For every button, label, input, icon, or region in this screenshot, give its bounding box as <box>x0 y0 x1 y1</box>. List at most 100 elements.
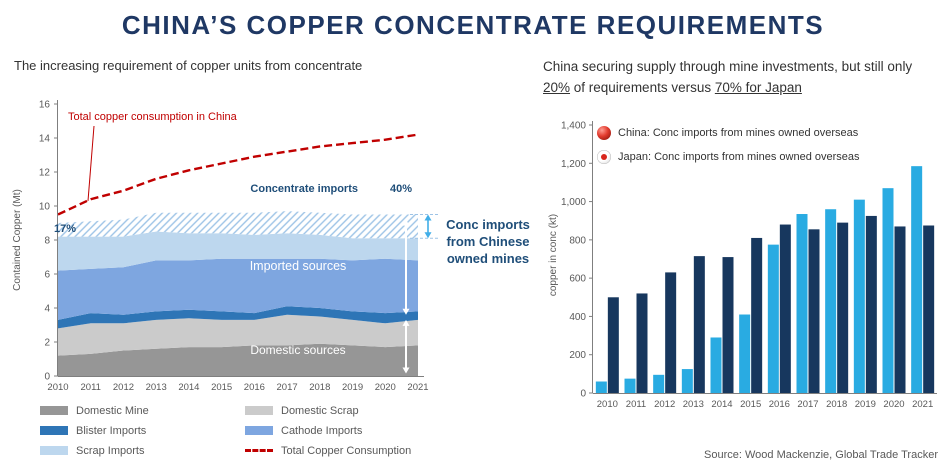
x-tick-label: 2020 <box>375 382 396 393</box>
area-scrap-imports <box>58 231 418 271</box>
bar-china-2010 <box>595 381 607 393</box>
y-tick-label: 8 <box>44 236 50 247</box>
bar-japan-2015 <box>751 237 763 393</box>
y-tick-label: 1,200 <box>561 159 586 170</box>
bar-china-2021 <box>911 166 923 393</box>
conc-imports-arrow-head-down <box>424 232 432 239</box>
area-concentrate-imports <box>58 211 418 239</box>
mine-investments-bar-chart: 0 200 400 600 800 1,000 1,200 1,400 2010 2011 2012… <box>548 121 937 410</box>
china-flag-icon <box>597 126 611 140</box>
imported-sources-arrow-head-down <box>402 308 410 315</box>
legend-label: Cathode Imports <box>281 424 363 437</box>
legend-swatch <box>245 449 273 452</box>
x-tick-label: 2010 <box>597 399 618 410</box>
right-subtitle-line1: China securing supply through mine inves… <box>543 59 913 74</box>
pct-2021-label: 40% <box>390 183 412 195</box>
legend-label: Total Copper Consumption <box>281 444 412 457</box>
x-tick-label: 2014 <box>711 399 732 410</box>
legend-swatch <box>40 446 68 455</box>
x-tick-label: 2020 <box>883 399 904 410</box>
x-tick-label: 2019 <box>342 382 363 393</box>
imported-sources-arrow-head-up <box>402 219 410 226</box>
legend-item-blister-imports: Blister Imports <box>40 422 245 439</box>
bar-china-2011 <box>624 378 636 393</box>
x-tick-label: 2012 <box>654 399 675 410</box>
china-share-pct: 20% <box>543 80 571 95</box>
bar-japan-2010 <box>607 297 619 393</box>
left-y-axis-title: Contained Copper (Mt) <box>12 189 23 291</box>
conc-imports-chinese-mines-label: Conc imports from Chinese owned mines <box>446 217 530 266</box>
domestic-sources-label: Domestic sources <box>250 343 345 357</box>
legend-item-total-copper-consumption: Total Copper Consumption <box>245 442 460 459</box>
bar-china-2013 <box>681 369 693 393</box>
bar-japan-2016 <box>779 224 791 393</box>
x-tick-label: 2018 <box>309 382 330 393</box>
bar-japan-2013 <box>693 256 705 393</box>
legend-swatch <box>245 406 273 415</box>
bar-legend-item-china: China: Conc imports from mines owned ove… <box>597 126 860 140</box>
japan-share-pct: 70% for Japan <box>714 80 802 95</box>
x-tick-label: 2012 <box>113 382 134 393</box>
x-tick-label: 2015 <box>740 399 761 410</box>
total-consumption-line <box>57 133 419 216</box>
bar-legend-label: China: Conc imports from mines owned ove… <box>618 127 859 139</box>
bar-japan-2014 <box>722 257 734 393</box>
x-tick-label: 2021 <box>912 399 933 410</box>
x-tick-label: 2018 <box>826 399 847 410</box>
y-tick-label: 1,400 <box>561 121 586 132</box>
x-tick-label: 2014 <box>178 382 199 393</box>
page-title: CHINA’S COPPER CONCENTRATE REQUIREMENTS <box>121 10 825 40</box>
x-tick-label: 2011 <box>81 382 101 393</box>
y-tick-label: 12 <box>39 168 51 179</box>
conc-imports-arrow-head-up <box>424 214 432 221</box>
bar-japan-2018 <box>837 222 849 393</box>
y-tick-label: 0 <box>580 389 586 400</box>
y-tick-label: 400 <box>569 312 586 323</box>
bar-china-2020 <box>882 188 894 393</box>
right-subtitle-mid: of requirements versus <box>570 80 715 95</box>
bar-japan-2020 <box>894 226 906 393</box>
area-domestic-scrap <box>58 314 418 356</box>
area-domestic-mine <box>58 343 418 376</box>
imported-sources-label: Imported sources <box>250 259 347 273</box>
bar-china-2019 <box>853 199 865 393</box>
legend-swatch <box>40 406 68 415</box>
bar-japan-2021 <box>923 225 935 393</box>
x-tick-label: 2013 <box>146 382 167 393</box>
y-tick-label: 800 <box>569 235 586 246</box>
copper-requirements-area-chart: 0 2 4 6 8 10 12 14 16 2010 2011 2012 2013 2014 2015 201… <box>12 100 440 393</box>
bar-japan-2011 <box>636 293 648 393</box>
x-tick-label: 2011 <box>626 399 646 410</box>
y-tick-label: 200 <box>569 350 586 361</box>
consumption-annotation: Total copper consumption in China <box>68 111 238 123</box>
x-tick-label: 2016 <box>769 399 790 410</box>
right-y-axis-title: copper in conc (kt) <box>548 214 559 296</box>
legend-item-domestic-scrap: Domestic Scrap <box>245 402 460 419</box>
bar-china-2018 <box>825 209 837 393</box>
legend-label: Domestic Scrap <box>281 404 359 417</box>
legend-item-scrap-imports: Scrap Imports <box>40 442 245 459</box>
y-tick-label: 16 <box>39 100 51 111</box>
bar-legend-label: Japan: Conc imports from mines owned ove… <box>618 151 860 163</box>
bar-china-2017 <box>796 214 808 393</box>
bar-chart-legend: China: Conc imports from mines owned ove… <box>597 126 860 174</box>
bar-legend-item-japan: Japan: Conc imports from mines owned ove… <box>597 150 860 164</box>
y-tick-label: 10 <box>39 202 51 213</box>
y-tick-label: 6 <box>44 270 50 281</box>
x-tick-label: 2021 <box>407 382 428 393</box>
bar-china-2014 <box>710 337 722 393</box>
x-tick-label: 2017 <box>277 382 298 393</box>
y-tick-label: 600 <box>569 274 586 285</box>
right-chart-subtitle: China securing supply through mine inves… <box>543 56 943 98</box>
legend-item-cathode-imports: Cathode Imports <box>245 422 460 439</box>
y-tick-label: 2 <box>44 338 50 349</box>
x-tick-label: 2017 <box>797 399 818 410</box>
bar-japan-2019 <box>865 215 877 393</box>
y-tick-label: 14 <box>39 134 51 145</box>
legend-swatch <box>245 426 273 435</box>
japan-flag-dot <box>601 154 607 160</box>
bar-china-2012 <box>653 374 665 393</box>
legend-label: Scrap Imports <box>76 444 145 457</box>
bar-china-2015 <box>739 314 751 393</box>
